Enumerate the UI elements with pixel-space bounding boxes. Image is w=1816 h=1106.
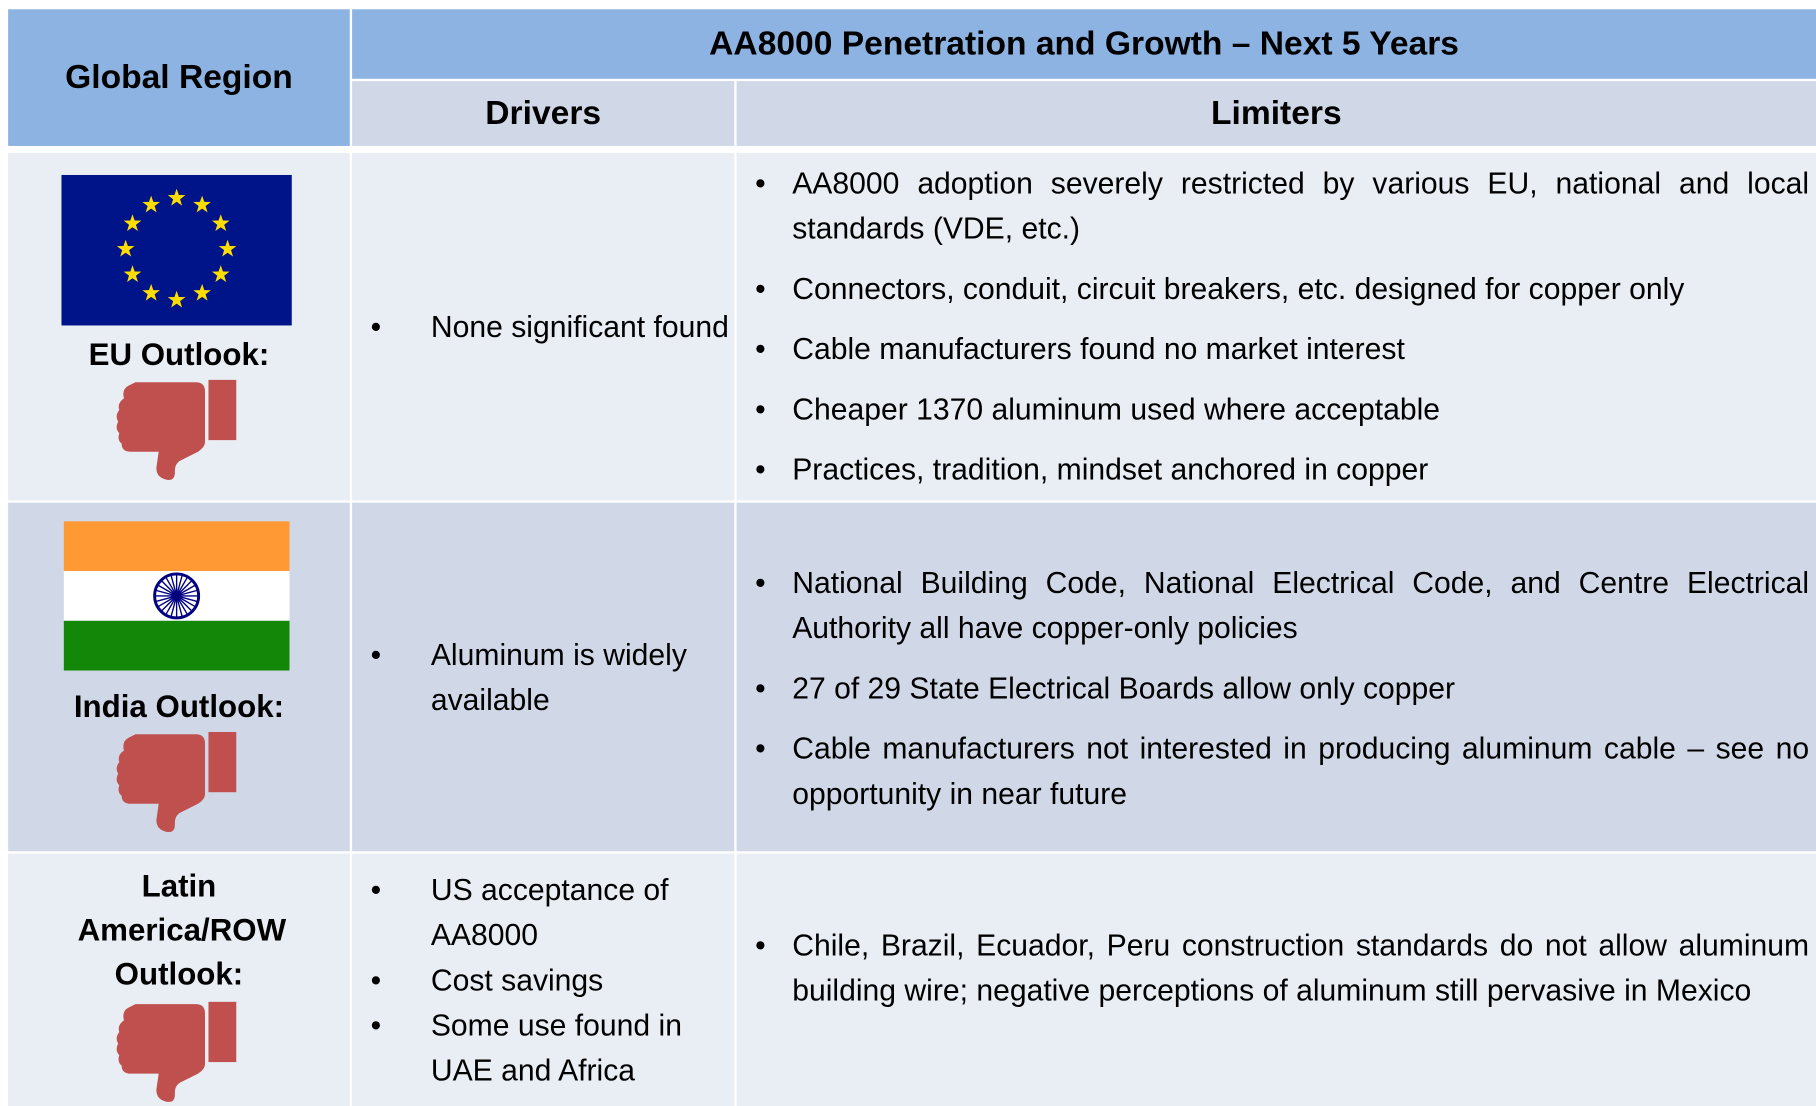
star xyxy=(211,214,230,232)
table-title: AA8000 Penetration and Growth – Next 5 Y… xyxy=(352,9,1816,79)
drivers-list: Aluminum is widely available xyxy=(352,632,734,722)
limiters-list: Chile, Brazil, Ecuador, Peru constructio… xyxy=(737,923,1816,1013)
region-cell: India Outlook: xyxy=(8,502,350,852)
star xyxy=(142,195,160,213)
bullet-item: Some use found in UAE and Africa xyxy=(352,1002,725,1092)
drivers-list: US acceptance of AA8000Cost savingsSome … xyxy=(352,867,725,1093)
star xyxy=(142,283,160,301)
thumbs-down-icon xyxy=(116,1001,237,1102)
cuff xyxy=(208,379,237,441)
bullet-item: AA8000 adoption severely restricted by v… xyxy=(737,161,1816,251)
hand xyxy=(116,382,206,480)
region-header: Global Region xyxy=(8,9,350,146)
region-label: EU Outlook: xyxy=(88,337,270,372)
limiters-cell: Chile, Brazil, Ecuador, Peru constructio… xyxy=(736,853,1816,1106)
bullet-item: 27 of 29 State Electrical Boards allow o… xyxy=(737,666,1816,711)
hand xyxy=(116,734,206,833)
cuff xyxy=(208,1001,237,1063)
limiters-list: National Building Code, National Electri… xyxy=(737,561,1816,817)
star xyxy=(123,265,142,283)
bullet-item: Cable manufacturers not interested in pr… xyxy=(737,726,1816,816)
limiters-list: AA8000 adoption severely restricted by v… xyxy=(737,161,1816,492)
eu-flag xyxy=(61,174,292,326)
star xyxy=(167,188,186,206)
star xyxy=(193,195,211,213)
india-flag xyxy=(63,521,290,671)
drivers-cell: None significant found xyxy=(352,152,735,501)
star xyxy=(123,214,142,232)
bullet-item: National Building Code, National Electri… xyxy=(737,561,1816,651)
drivers-list: None significant found xyxy=(352,304,734,349)
bullet-item: US acceptance of AA8000 xyxy=(352,867,725,957)
thumbs-down-icon xyxy=(116,731,237,833)
drivers-header: Drivers xyxy=(352,81,735,146)
limiters-cell: National Building Code, National Electri… xyxy=(736,502,1816,852)
bullet-item: Cheaper 1370 aluminum used where accepta… xyxy=(737,387,1816,432)
bullet-item: Chile, Brazil, Ecuador, Peru constructio… xyxy=(737,923,1816,1013)
star xyxy=(211,265,230,283)
region-cell: EU Outlook: xyxy=(8,152,350,501)
hand xyxy=(116,1004,206,1102)
drivers-cell: US acceptance of AA8000Cost savingsSome … xyxy=(352,853,735,1106)
star xyxy=(116,239,135,257)
drivers-cell: Aluminum is widely available xyxy=(352,502,735,852)
bullet-item: Cable manufacturers found no market inte… xyxy=(737,327,1816,372)
bullet-item: Connectors, conduit, circuit breakers, e… xyxy=(737,266,1816,311)
cuff xyxy=(208,731,237,793)
star xyxy=(218,239,237,257)
bullet-item: Aluminum is widely available xyxy=(352,632,734,722)
region-cell: Latin America/ROW Outlook: xyxy=(8,853,350,1106)
bullet-item: None significant found xyxy=(352,304,734,349)
star xyxy=(193,283,211,301)
limiters-header: Limiters xyxy=(736,81,1816,146)
limiters-cell: AA8000 adoption severely restricted by v… xyxy=(736,152,1816,501)
thumbs-down-icon xyxy=(116,379,237,480)
bullet-item: Cost savings xyxy=(352,957,725,1002)
star xyxy=(167,290,186,308)
bullet-item: Practices, tradition, mindset anchored i… xyxy=(737,447,1816,492)
region-label: Latin America/ROW Outlook: xyxy=(77,868,287,992)
region-label: India Outlook: xyxy=(73,689,285,724)
